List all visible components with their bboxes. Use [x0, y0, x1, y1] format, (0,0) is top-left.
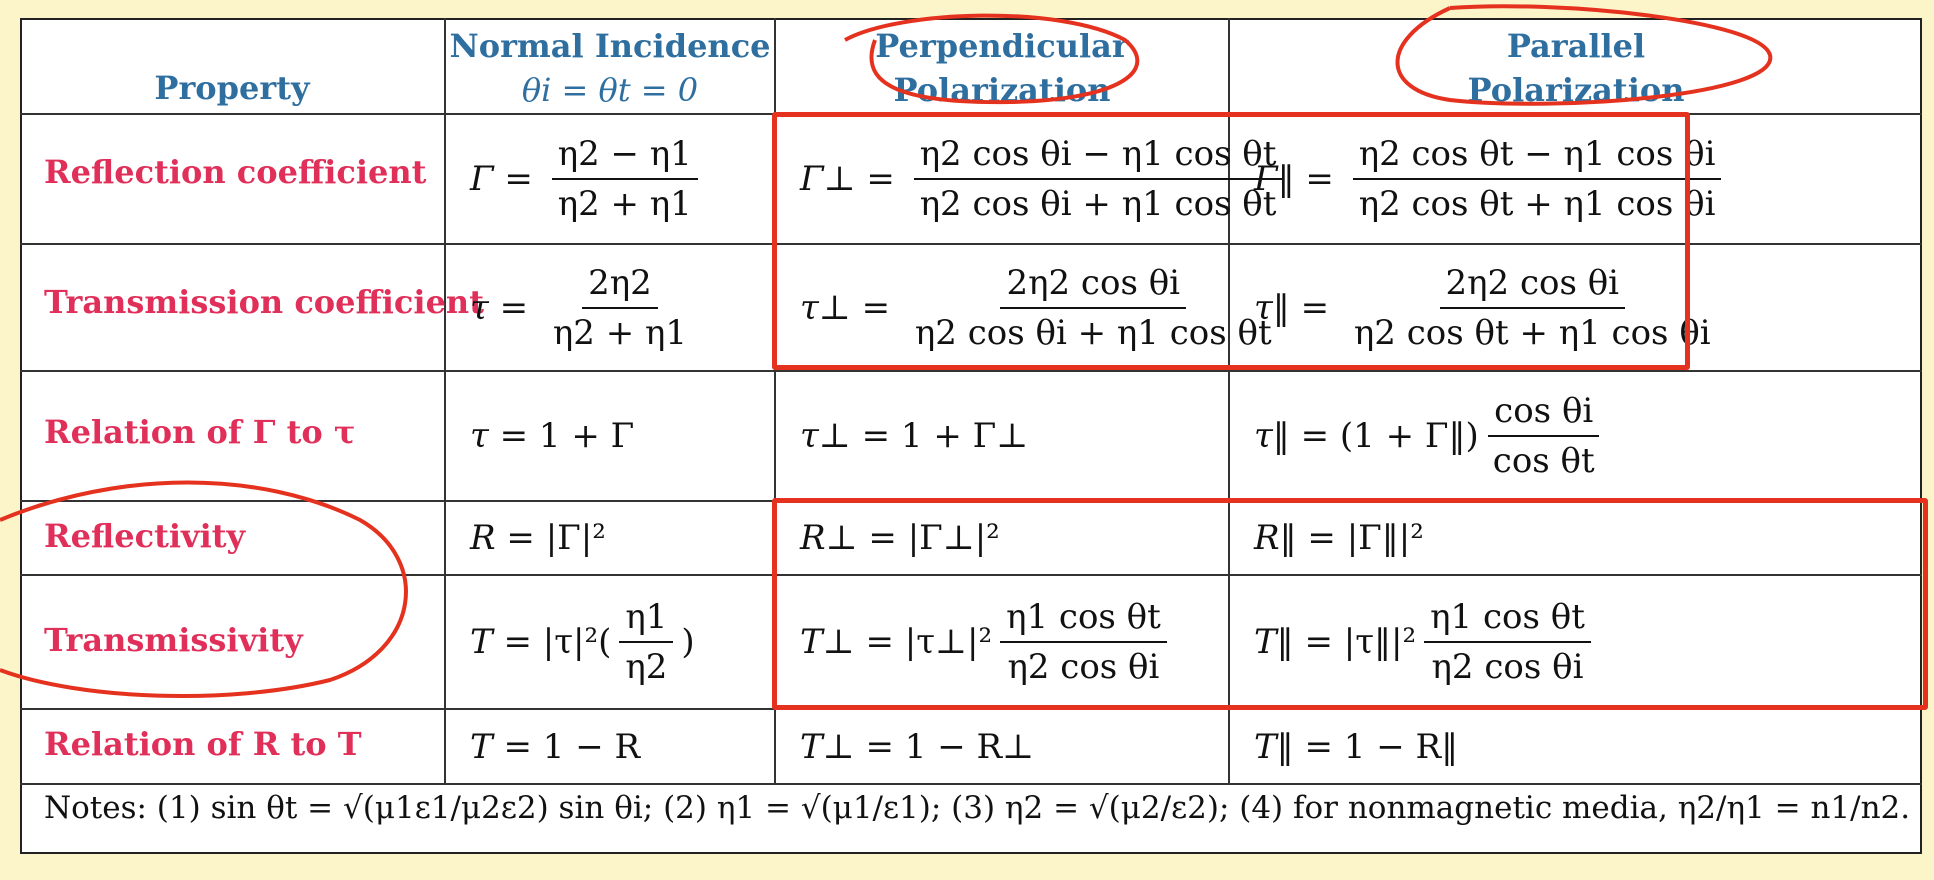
annotation-box-reflectivity	[772, 498, 1928, 710]
header-perp-line2: Polarization	[893, 71, 1111, 109]
header-parallel: Parallel Polarization	[1230, 24, 1922, 112]
formula-cell: τ⊥ = 2η2 cos θi η2 cos θi + η1 cos θt	[800, 262, 1272, 353]
property-transmission-coefficient: Transmission coefficient	[44, 283, 484, 321]
header-par-line1: Parallel	[1506, 27, 1646, 65]
formula-cell: τ⊥ = 1 + Γ⊥	[800, 416, 1029, 456]
header-normal-incidence: Normal Incidence θi = θt = 0	[446, 24, 774, 112]
formula-cell: τ = 2η2 η2 + η1	[470, 262, 688, 353]
table-rule	[20, 243, 1922, 245]
header-perp-line1: Perpendicular	[875, 27, 1129, 65]
formula-cell: T‖ = 1 − R‖	[1254, 726, 1459, 767]
table-rule	[774, 18, 776, 785]
formula-cell: τ‖ = 2η2 cos θi η2 cos θt + η1 cos θi	[1254, 262, 1711, 353]
header-perpendicular: Perpendicular Polarization	[776, 24, 1228, 112]
table-rule	[1228, 18, 1230, 785]
formula-cell: T = |τ|² (η1 η2)	[470, 597, 695, 687]
formula-cell: τ‖ = (1 + Γ‖) cos θi cos θt	[1254, 372, 1609, 500]
property-reflectivity: Reflectivity	[44, 517, 246, 555]
table-rule	[20, 370, 1922, 372]
table-rule	[20, 783, 1922, 785]
property-transmissivity: Transmissivity	[44, 621, 303, 659]
formula-cell: R‖ = |Γ‖|²	[1254, 518, 1424, 558]
annotation-box-coefficients	[772, 112, 1690, 370]
formula-table	[20, 18, 1922, 854]
table-notes: Notes: (1) sin θt = √(μ1ε1/μ2ε2) sin θi;…	[44, 790, 1911, 826]
property-relation-r-t: Relation of R to T	[44, 725, 362, 763]
formula-cell: Γ‖ = η2 cos θt − η1 cos θi η2 cos θt + η1…	[1254, 115, 1729, 243]
formula-cell: T⊥ = 1 − R⊥	[800, 726, 1035, 767]
formula-cell: T‖ = |τ‖|² η1 cos θt η2 cos θi	[1254, 576, 1599, 708]
formula-cell: T⊥ = |τ⊥|² η1 cos θt η2 cos θi	[800, 576, 1175, 708]
property-reflection-coefficient: Reflection coefficient	[44, 153, 427, 191]
header-normal-sub: θi = θt = 0	[521, 71, 699, 109]
table-rule	[20, 574, 1922, 576]
formula-cell: T = 1 − R	[470, 726, 641, 767]
formula-cell: Γ = η2 − η1 η2 + η1	[470, 115, 706, 243]
header-property: Property	[154, 69, 310, 107]
formula-cell: τ = 1 + Γ	[470, 416, 635, 456]
property-relation-gamma-tau: Relation of Γ to τ	[44, 413, 356, 451]
table-rule	[444, 18, 446, 785]
formula-cell: R⊥ = |Γ⊥|²	[800, 518, 1000, 558]
formula-cell: R = |Γ|²	[470, 518, 606, 558]
formula-cell: Γ⊥ = η2 cos θi − η1 cos θt η2 cos θi + η1…	[800, 115, 1290, 243]
header-par-line2: Polarization	[1467, 71, 1685, 109]
header-normal-label: Normal Incidence	[449, 27, 771, 65]
